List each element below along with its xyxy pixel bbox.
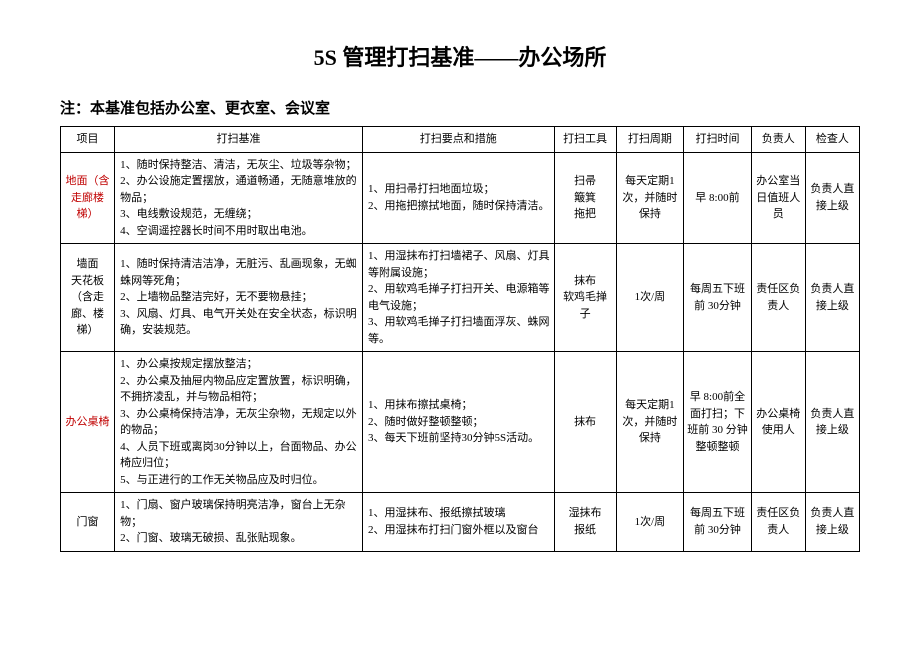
header-standard: 打扫基准 xyxy=(115,127,363,153)
cell-time: 早 8:00前全面打扫；下班前 30 分钟整顿整顿 xyxy=(684,352,752,493)
cell-tools: 抹布 软鸡毛掸子 xyxy=(554,244,616,352)
cell-cycle: 每天定期1次，并随时保持 xyxy=(616,352,684,493)
cell-owner: 责任区负责人 xyxy=(751,244,805,352)
cell-owner: 办公室当日值班人员 xyxy=(751,152,805,244)
cell-time: 早 8:00前 xyxy=(684,152,752,244)
cell-tools: 扫帚 簸箕 拖把 xyxy=(554,152,616,244)
cell-checker: 负责人直接上级 xyxy=(805,493,859,552)
header-tools: 打扫工具 xyxy=(554,127,616,153)
cell-cycle: 1次/周 xyxy=(616,244,684,352)
cell-standard: 1、随时保持清洁洁净，无脏污、乱画现象，无蜘蛛网等死角； 2、上墙物品整洁完好，… xyxy=(115,244,363,352)
cell-standard: 1、门扇、窗户玻璃保持明亮洁净，窗台上无杂物； 2、门窗、玻璃无破损、乱张贴现象… xyxy=(115,493,363,552)
cell-owner: 办公桌椅使用人 xyxy=(751,352,805,493)
cell-points: 1、用扫帚打扫地面垃圾； 2、用拖把擦拭地面，随时保持清洁。 xyxy=(363,152,555,244)
header-item: 项目 xyxy=(61,127,115,153)
table-row: 办公桌椅1、办公桌按规定摆放整洁； 2、办公桌及抽屉内物品应定置放置，标识明确，… xyxy=(61,352,860,493)
cell-checker: 负责人直接上级 xyxy=(805,244,859,352)
cell-checker: 负责人直接上级 xyxy=(805,152,859,244)
header-cycle: 打扫周期 xyxy=(616,127,684,153)
cell-cycle: 每天定期1次，并随时保持 xyxy=(616,152,684,244)
cell-standard: 1、办公桌按规定摆放整洁； 2、办公桌及抽屉内物品应定置放置，标识明确，不拥挤凌… xyxy=(115,352,363,493)
cell-owner: 责任区负责人 xyxy=(751,493,805,552)
header-checker: 检查人 xyxy=(805,127,859,153)
cell-item: 墙面 天花板 （含走廊、楼梯） xyxy=(61,244,115,352)
cell-item: 地面（含走廊楼梯） xyxy=(61,152,115,244)
table-row: 地面（含走廊楼梯）1、随时保持整洁、清洁，无灰尘、垃圾等杂物； 2、办公设施定置… xyxy=(61,152,860,244)
cell-cycle: 1次/周 xyxy=(616,493,684,552)
cell-time: 每周五下班前 30分钟 xyxy=(684,244,752,352)
cell-standard: 1、随时保持整洁、清洁，无灰尘、垃圾等杂物； 2、办公设施定置摆放，通道畅通，无… xyxy=(115,152,363,244)
table-row: 门窗1、门扇、窗户玻璃保持明亮洁净，窗台上无杂物； 2、门窗、玻璃无破损、乱张贴… xyxy=(61,493,860,552)
header-time: 打扫时间 xyxy=(684,127,752,153)
cell-tools: 抹布 xyxy=(554,352,616,493)
cell-checker: 负责人直接上级 xyxy=(805,352,859,493)
cell-tools: 湿抹布 报纸 xyxy=(554,493,616,552)
cell-item: 办公桌椅 xyxy=(61,352,115,493)
cell-points: 1、用抹布擦拭桌椅； 2、随时做好整顿整顿； 3、每天下班前坚持30分钟5S活动… xyxy=(363,352,555,493)
cell-points: 1、用湿抹布打扫墙裙子、风扇、灯具等附属设施； 2、用软鸡毛掸子打扫开关、电源箱… xyxy=(363,244,555,352)
cell-points: 1、用湿抹布、报纸擦拭玻璃 2、用湿抹布打扫门窗外框以及窗台 xyxy=(363,493,555,552)
standards-table: 项目 打扫基准 打扫要点和措施 打扫工具 打扫周期 打扫时间 负责人 检查人 地… xyxy=(60,126,860,552)
cell-item: 门窗 xyxy=(61,493,115,552)
table-row: 墙面 天花板 （含走廊、楼梯）1、随时保持清洁洁净，无脏污、乱画现象，无蜘蛛网等… xyxy=(61,244,860,352)
table-header-row: 项目 打扫基准 打扫要点和措施 打扫工具 打扫周期 打扫时间 负责人 检查人 xyxy=(61,127,860,153)
header-points: 打扫要点和措施 xyxy=(363,127,555,153)
header-owner: 负责人 xyxy=(751,127,805,153)
page-title: 5S 管理打扫基准——办公场所 xyxy=(60,40,860,72)
note-text: 注：本基准包括办公室、更衣室、会议室 xyxy=(60,97,860,118)
cell-time: 每周五下班前 30分钟 xyxy=(684,493,752,552)
